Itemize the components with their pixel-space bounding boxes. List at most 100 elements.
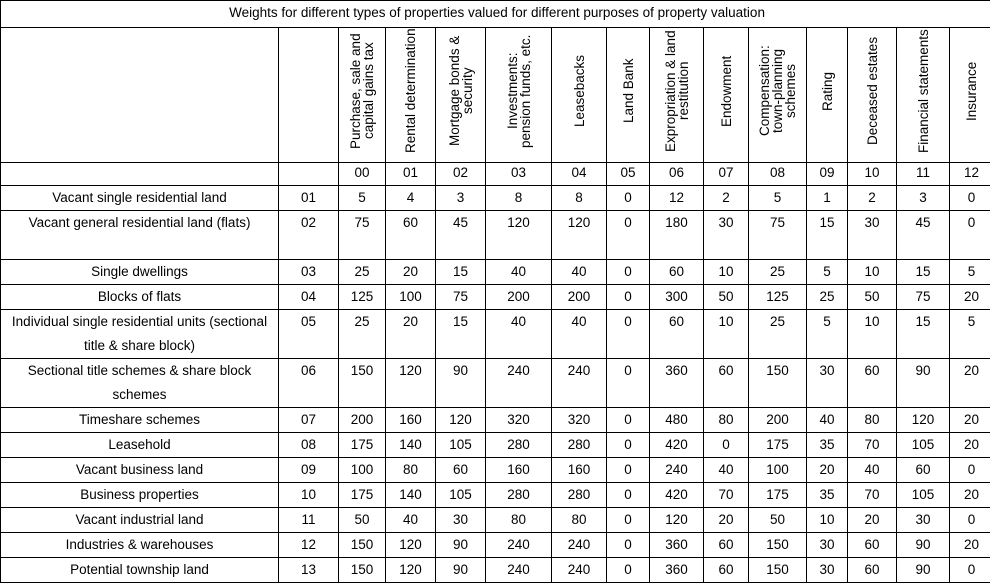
weight-cell: 5 <box>806 309 848 359</box>
weight-cell: 60 <box>385 210 436 260</box>
purpose-label: Endowment <box>718 55 734 127</box>
weight-cell: 105 <box>896 432 950 458</box>
weight-cell: 5 <box>338 185 386 211</box>
weight-cell: 75 <box>896 284 950 310</box>
purpose-code: 03 <box>485 162 552 186</box>
weight-cell: 100 <box>748 457 807 483</box>
weight-cell: 160 <box>485 457 552 483</box>
table-row: Timeshare schemes 07 200 160 120 320 320 0 480 80… <box>0 407 990 433</box>
purpose-label: Land Bank <box>620 58 636 124</box>
weight-cell: 90 <box>435 557 486 583</box>
purpose-code: 05 <box>606 162 650 186</box>
property-type-name: Industries & warehouses <box>0 532 279 558</box>
weight-cell: 70 <box>847 432 897 458</box>
weight-cell: 0 <box>606 532 650 558</box>
weight-cell: 240 <box>551 358 607 408</box>
weight-cell: 180 <box>649 210 704 260</box>
table-row: Individual single residential units (sec… <box>0 309 990 359</box>
table-row: Vacant single residential land 01 5 4 3 8 8 0 12… <box>0 185 990 211</box>
weight-cell: 0 <box>948 457 990 483</box>
purpose-label: Investments: pension funds, etc. <box>504 34 533 148</box>
weight-cell: 120 <box>385 557 436 583</box>
table-row: Vacant business land 09 100 80 60 160 160 0 240 4… <box>0 457 990 483</box>
weight-cell: 15 <box>435 259 486 285</box>
property-type-name: Individual single residential units (sec… <box>0 309 279 359</box>
weight-cell: 105 <box>435 482 486 508</box>
weight-cell: 360 <box>649 358 704 408</box>
weight-cell: 30 <box>435 507 486 533</box>
purpose-code: 09 <box>806 162 848 186</box>
weight-cell: 40 <box>806 407 848 433</box>
weight-cell: 0 <box>948 557 990 583</box>
weight-cell: 90 <box>896 532 950 558</box>
property-type-code: 05 <box>278 309 339 359</box>
property-type-name: Timeshare schemes <box>0 407 279 433</box>
weight-cell: 1 <box>806 185 848 211</box>
purpose-label: Deceased estates <box>864 36 880 146</box>
weight-cell: 45 <box>435 210 486 260</box>
weight-cell: 150 <box>748 532 807 558</box>
weight-cell: 15 <box>806 210 848 260</box>
weight-cell: 25 <box>748 259 807 285</box>
weight-cell: 90 <box>896 358 950 408</box>
property-type-code: 07 <box>278 407 339 433</box>
weight-cell: 25 <box>338 309 386 359</box>
weight-cell: 10 <box>703 259 749 285</box>
header-blank-cell <box>278 27 339 163</box>
weight-cell: 0 <box>606 407 650 433</box>
header-blank-cell <box>0 27 279 163</box>
property-type-name: Vacant general residential land (flats) <box>0 210 279 260</box>
weight-cell: 0 <box>606 432 650 458</box>
property-type-name: Single dwellings <box>0 259 279 285</box>
weight-cell: 40 <box>703 457 749 483</box>
property-type-code: 02 <box>278 210 339 260</box>
weight-cell: 15 <box>435 309 486 359</box>
weight-cell: 40 <box>385 507 436 533</box>
purpose-code: 08 <box>748 162 807 186</box>
weight-cell: 0 <box>606 457 650 483</box>
weight-cell: 60 <box>847 358 897 408</box>
weight-cell: 125 <box>338 284 386 310</box>
purpose-header: Mortgage bonds & security <box>435 27 486 163</box>
weight-cell: 25 <box>338 259 386 285</box>
weight-cell: 50 <box>847 284 897 310</box>
weight-cell: 100 <box>385 284 436 310</box>
weight-cell: 60 <box>435 457 486 483</box>
weight-cell: 0 <box>948 507 990 533</box>
weight-cell: 30 <box>896 507 950 533</box>
weight-cell: 240 <box>649 457 704 483</box>
table-row: Sectional title schemes & share block sc… <box>0 358 990 408</box>
weight-cell: 60 <box>649 309 704 359</box>
weight-cell: 140 <box>385 482 436 508</box>
weight-cell: 90 <box>435 358 486 408</box>
purpose-header: Deceased estates <box>847 27 897 163</box>
property-type-code: 08 <box>278 432 339 458</box>
weight-cell: 125 <box>748 284 807 310</box>
weight-cell: 80 <box>847 407 897 433</box>
property-type-code: 11 <box>278 507 339 533</box>
weight-cell: 175 <box>338 482 386 508</box>
weight-cell: 60 <box>847 532 897 558</box>
purpose-code: 06 <box>649 162 704 186</box>
weight-cell: 150 <box>338 358 386 408</box>
purpose-code: 02 <box>435 162 486 186</box>
weight-cell: 150 <box>338 557 386 583</box>
weight-cell: 80 <box>485 507 552 533</box>
weight-cell: 40 <box>551 259 607 285</box>
purpose-header: Financial statements <box>896 27 950 163</box>
weight-cell: 240 <box>485 557 552 583</box>
weight-cell: 35 <box>806 432 848 458</box>
weight-cell: 120 <box>551 210 607 260</box>
purpose-code: 11 <box>896 162 950 186</box>
property-type-name: Blocks of flats <box>0 284 279 310</box>
weight-cell: 20 <box>948 284 990 310</box>
purpose-header: Purchase, sale and capital gains tax <box>338 27 386 163</box>
purpose-code: 01 <box>385 162 436 186</box>
purpose-header: Rental determination <box>385 27 436 163</box>
weight-cell: 30 <box>847 210 897 260</box>
weight-cell: 280 <box>485 432 552 458</box>
table-row: Industries & warehouses 12 150 120 90 240 240 0… <box>0 532 990 558</box>
weight-cell: 0 <box>948 185 990 211</box>
weight-cell: 20 <box>948 482 990 508</box>
code-blank-cell <box>0 162 279 186</box>
